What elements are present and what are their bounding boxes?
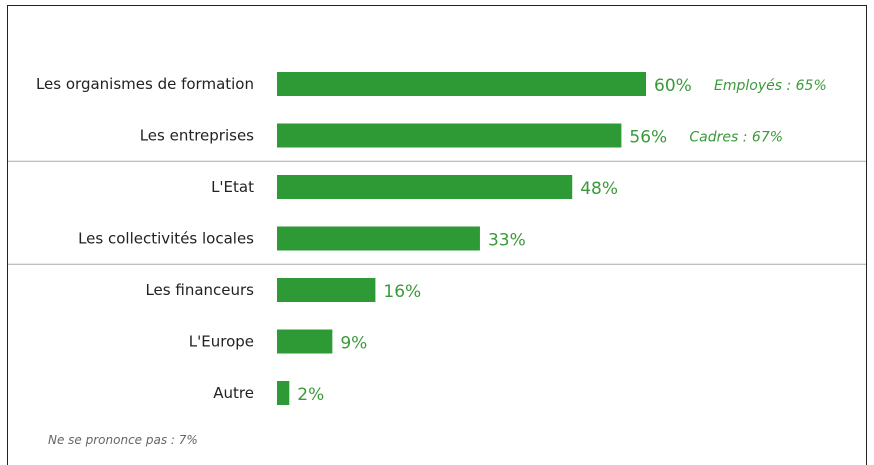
bar-3 — [277, 226, 480, 251]
bar-chart: Les organismes de formation Les entrepris… — [8, 72, 866, 447]
annotation-1: Cadres : 67% — [689, 130, 783, 146]
footnote: Ne se prononce pas : 7% — [48, 433, 198, 447]
value-label-4: 16% — [383, 282, 421, 302]
bar-4 — [277, 278, 376, 302]
value-label-6: 2% — [297, 385, 324, 405]
value-label-1: 56% — [629, 128, 667, 148]
category-label-3: Les collectivités locales — [78, 230, 254, 248]
category-label-5: L'Europe — [189, 333, 254, 351]
category-label-0: Les organismes de formation — [36, 75, 254, 93]
value-label-2: 48% — [580, 179, 618, 199]
chart-frame — [7, 5, 867, 465]
category-label-4: Les financeurs — [145, 281, 254, 299]
annotation-0: Employés : 65% — [714, 78, 827, 94]
category-label-1: Les entreprises — [140, 127, 254, 145]
category-label-6: Autre — [213, 384, 254, 402]
bar-2 — [277, 175, 573, 199]
value-label-3: 33% — [488, 231, 526, 251]
value-label-5: 9% — [340, 334, 367, 354]
value-label-0: 60% — [654, 76, 692, 96]
bar-1 — [277, 123, 622, 148]
bar-0 — [277, 72, 646, 96]
category-label-2: L'Etat — [211, 178, 254, 196]
bar-6 — [277, 381, 290, 405]
bar-5 — [277, 329, 333, 354]
